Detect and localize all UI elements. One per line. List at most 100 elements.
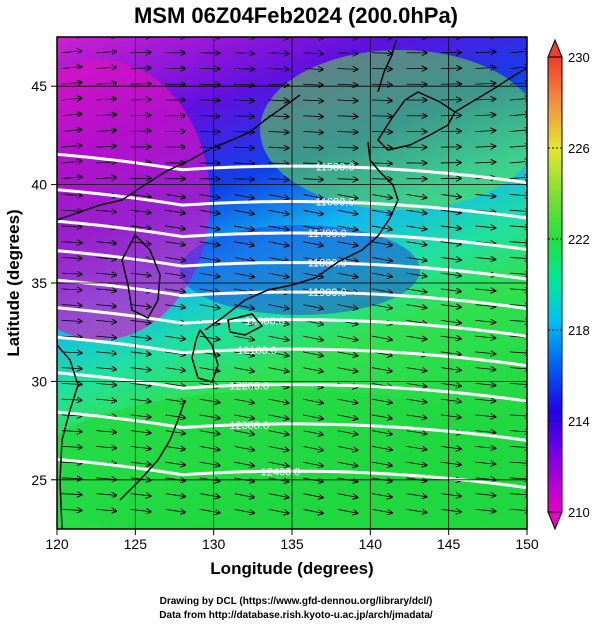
wind-arrow <box>165 383 185 386</box>
wind-arrow <box>268 131 289 132</box>
wind-arrow <box>130 431 151 433</box>
wind-arrow <box>371 335 392 340</box>
wind-arrow <box>165 352 185 355</box>
wind-arrow <box>371 147 392 148</box>
wind-arrow <box>268 335 289 340</box>
wind-arrow <box>165 368 185 371</box>
y-tick-label: 30 <box>31 373 47 389</box>
coastline-kyushu <box>191 328 219 383</box>
wind-arrow <box>406 226 426 229</box>
contour-label: 12000.0 <box>245 315 285 327</box>
wind-arrow <box>440 462 461 465</box>
wind-arrow <box>268 163 289 164</box>
wind-arrow <box>302 116 323 117</box>
wind-arrow <box>96 352 116 354</box>
wind-arrow <box>61 368 82 369</box>
x-tick-label: 120 <box>45 536 69 552</box>
wind-arrow <box>268 68 289 69</box>
wind-arrow <box>61 98 82 100</box>
wind-arrow <box>234 163 254 164</box>
wind-arrow <box>61 462 82 463</box>
wind-arrow <box>406 210 426 213</box>
wind-arrow <box>130 368 151 370</box>
wind-arrow <box>130 131 151 132</box>
x-axis-label: Longitude (degrees) <box>210 559 373 578</box>
wind-arrow <box>406 273 426 276</box>
wind-arrow <box>302 179 323 180</box>
wind-arrow <box>475 494 495 496</box>
wind-arrow <box>165 210 185 213</box>
colorbar-tick-label: 222 <box>568 232 590 247</box>
wind-arrow <box>268 414 289 419</box>
wind-arrow <box>96 210 116 212</box>
wind-arrow <box>130 352 151 354</box>
wind-arrow <box>302 194 323 198</box>
wind-arrow <box>337 68 357 69</box>
wind-arrow <box>96 99 116 100</box>
wind-arrow <box>130 84 151 85</box>
wind-arrow <box>199 430 220 434</box>
wind-arrow <box>337 116 357 117</box>
wind-arrow <box>268 100 289 101</box>
wind-arrow <box>337 147 357 148</box>
wind-arrow <box>406 494 426 497</box>
wind-arrow <box>302 508 323 513</box>
wind-arrow <box>440 494 461 497</box>
wind-arrow <box>165 494 185 497</box>
wind-arrow <box>61 446 82 447</box>
wind-arrow <box>96 446 116 448</box>
wind-arrow <box>371 398 392 403</box>
wind-arrow <box>96 383 116 385</box>
colorbar-max-arrow <box>547 38 563 58</box>
wind-arrow <box>302 414 323 419</box>
wind-arrow <box>234 84 254 85</box>
wind-arrow <box>371 493 392 498</box>
wind-arrow <box>337 179 357 180</box>
wind-arrow <box>165 446 185 449</box>
wind-arrow <box>165 431 185 434</box>
wind-arrow <box>440 289 461 292</box>
wind-arrow <box>475 415 495 417</box>
wind-arrow <box>199 414 220 418</box>
wind-arrow <box>406 368 426 371</box>
wind-arrow <box>234 179 254 180</box>
wind-arrow <box>165 462 185 465</box>
wind-arrow <box>130 115 151 116</box>
wind-arrow <box>371 163 392 164</box>
wind-arrow <box>337 241 357 246</box>
wind-arrow <box>130 399 151 401</box>
wind-arrow <box>302 163 323 164</box>
wind-arrow <box>406 383 426 386</box>
wind-arrow <box>130 68 151 69</box>
wind-arrow <box>302 461 323 466</box>
wind-arrow <box>234 53 254 54</box>
coastline-kuril <box>454 67 527 113</box>
wind-arrow <box>406 336 426 339</box>
wind-arrow <box>233 194 254 198</box>
wind-arrow <box>96 83 116 84</box>
wind-arrow <box>233 257 254 261</box>
wind-arrow <box>337 414 357 419</box>
wind-arrow <box>130 178 151 179</box>
wind-arrow <box>96 494 116 496</box>
wind-arrow <box>440 368 461 371</box>
y-tick-label: 40 <box>31 177 47 193</box>
wind-arrow <box>96 273 116 275</box>
wind-arrow <box>371 179 392 180</box>
x-tick-label: 140 <box>359 536 383 552</box>
colorbar-tick-label: 210 <box>568 505 590 520</box>
wind-arrow <box>61 145 82 147</box>
wind-arrow <box>234 68 254 69</box>
wind-arrow <box>406 305 426 308</box>
wind-arrow <box>475 83 495 84</box>
wind-arrow <box>61 399 82 400</box>
wind-arrow <box>233 430 254 435</box>
wind-arrow <box>302 68 323 69</box>
wind-arrow <box>337 461 357 466</box>
wind-arrow <box>371 100 392 101</box>
coastline-shikoku <box>227 313 264 336</box>
contour-label: 11900.0 <box>308 287 347 299</box>
wind-arrow <box>337 351 357 356</box>
colorbar-min-arrow <box>547 511 563 531</box>
contour-label: 12200.0 <box>229 381 269 393</box>
